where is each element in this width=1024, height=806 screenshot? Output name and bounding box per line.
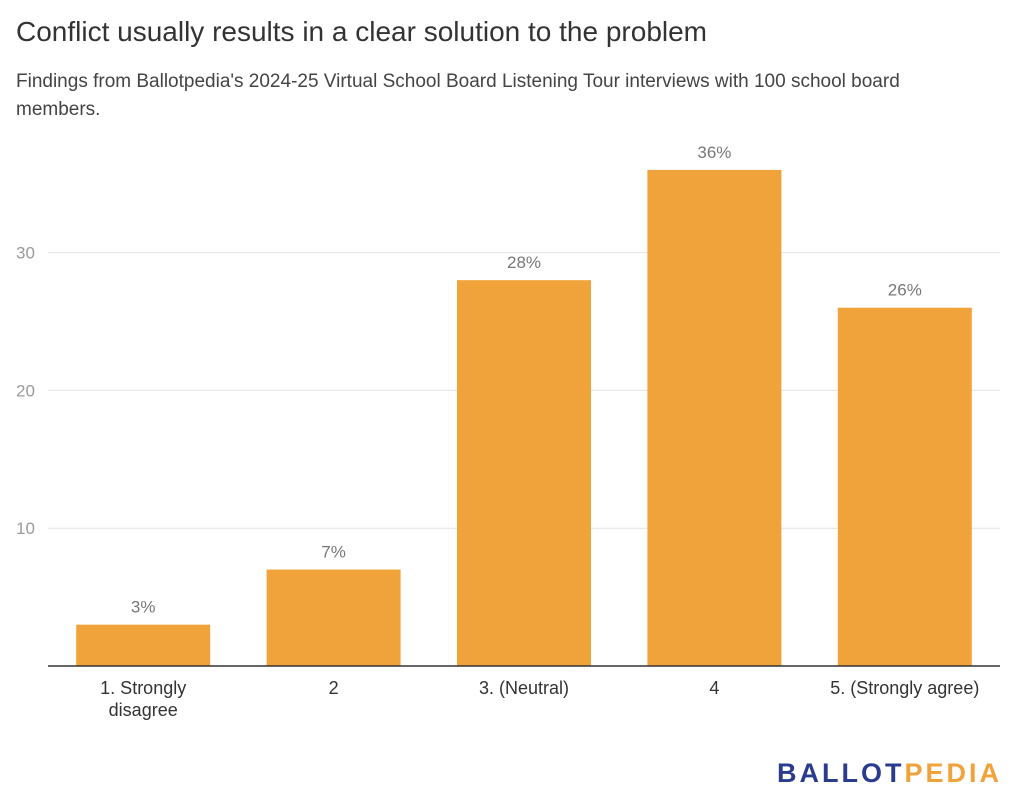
y-tick-label: 30 <box>16 244 35 263</box>
bar <box>457 280 591 666</box>
x-tick-label: 5. (Strongly agree) <box>830 678 979 698</box>
y-tick-label: 10 <box>16 519 35 538</box>
data-label: 7% <box>321 543 346 562</box>
data-label: 36% <box>697 143 731 162</box>
bar <box>266 569 401 666</box>
bar <box>837 307 972 666</box>
chart-title: Conflict usually results in a clear solu… <box>16 16 708 47</box>
chart-subtitle: Findings from Ballotpedia's 2024-25 Virt… <box>16 71 900 120</box>
x-tick-label: 3. (Neutral) <box>479 678 569 698</box>
logo-text-pedia: PEDIA <box>904 758 1002 788</box>
x-tick-label: 1. Strongly <box>100 678 186 698</box>
x-tick-label: 4 <box>709 678 719 698</box>
x-tick-label: 2 <box>329 678 339 698</box>
ballotpedia-logo: BALLOTPEDIA <box>777 758 1002 789</box>
logo-text-ballot: BALLOT <box>776 758 905 788</box>
bar <box>647 169 782 667</box>
bar <box>76 624 211 666</box>
data-label: 3% <box>131 598 156 617</box>
y-tick-label: 20 <box>16 381 35 400</box>
x-tick-label: disagree <box>109 700 178 720</box>
data-label: 26% <box>888 281 922 300</box>
data-label: 28% <box>507 253 541 272</box>
